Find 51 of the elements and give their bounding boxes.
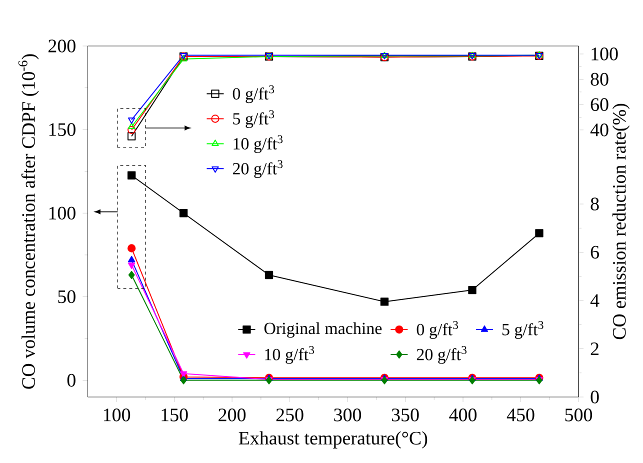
y-tick-label: 150 xyxy=(49,123,76,136)
point xyxy=(179,209,188,218)
y-tick-label: 50 xyxy=(58,290,76,304)
point xyxy=(128,126,136,134)
point xyxy=(180,376,187,384)
legend-label: Original machine xyxy=(264,322,382,338)
point xyxy=(535,229,544,238)
point xyxy=(468,286,476,294)
y3-tick-label: 40 xyxy=(590,124,608,136)
point xyxy=(128,132,136,140)
y-tick-label: 100 xyxy=(49,206,76,220)
y3-tick-label: 100 xyxy=(592,48,618,60)
y2-tick-label: 8 xyxy=(590,198,599,210)
point xyxy=(380,298,389,306)
y3-tick-label: 80 xyxy=(590,72,608,86)
legend-label: 20 g/ft$^{3}$ xyxy=(416,346,467,364)
legend-label: 10 g/ft$^{3}$ xyxy=(234,135,283,154)
y-tick-label: 200 xyxy=(48,40,76,52)
y-axis-title: CO volume concentration after CDPF (10$^{-6}$) xyxy=(18,54,39,389)
point xyxy=(127,171,136,180)
x-tick-label: 100 xyxy=(104,408,130,422)
point xyxy=(128,117,136,124)
x-tick-label: 500 xyxy=(565,408,592,422)
x-tick-label: 350 xyxy=(392,408,419,422)
y-tick-label: 0 xyxy=(67,374,76,387)
y3-tick-label: 60 xyxy=(590,98,608,112)
point xyxy=(127,244,136,252)
y2-axis-title: CO emission reduction rate(%) xyxy=(612,104,630,340)
x-tick-label: 450 xyxy=(506,408,534,422)
y2-tick-label: 2 xyxy=(590,342,598,356)
x-tick-label: 250 xyxy=(276,408,304,422)
legend-label: 5 g/ft$^{3}$ xyxy=(233,110,274,128)
point xyxy=(180,371,188,378)
legend-label: 0 g/ft$^{3}$ xyxy=(232,85,274,104)
x-tick-label: 300 xyxy=(334,408,362,422)
y2-tick-label: 6 xyxy=(590,246,599,259)
point xyxy=(128,270,135,280)
x-axis-title: Exhaust temperature(°C) xyxy=(238,431,428,448)
legend-label: 5 g/ft$^{3}$ xyxy=(502,321,544,339)
point xyxy=(128,262,136,270)
legend-label: 0 g/ft$^{3}$ xyxy=(416,321,458,339)
x-tick-label: 400 xyxy=(449,408,477,422)
x-tick-label: 150 xyxy=(162,408,188,422)
y2-tick-label: 0 xyxy=(590,390,599,404)
y2-tick-label: 4 xyxy=(590,294,600,307)
legend-label: 10 g/ft$^{3}$ xyxy=(265,346,314,364)
point xyxy=(128,256,136,262)
point xyxy=(264,270,274,280)
point xyxy=(128,122,136,130)
legend-label: 20 g/ft$^{3}$ xyxy=(232,160,283,178)
x-tick-label: 200 xyxy=(218,408,246,422)
